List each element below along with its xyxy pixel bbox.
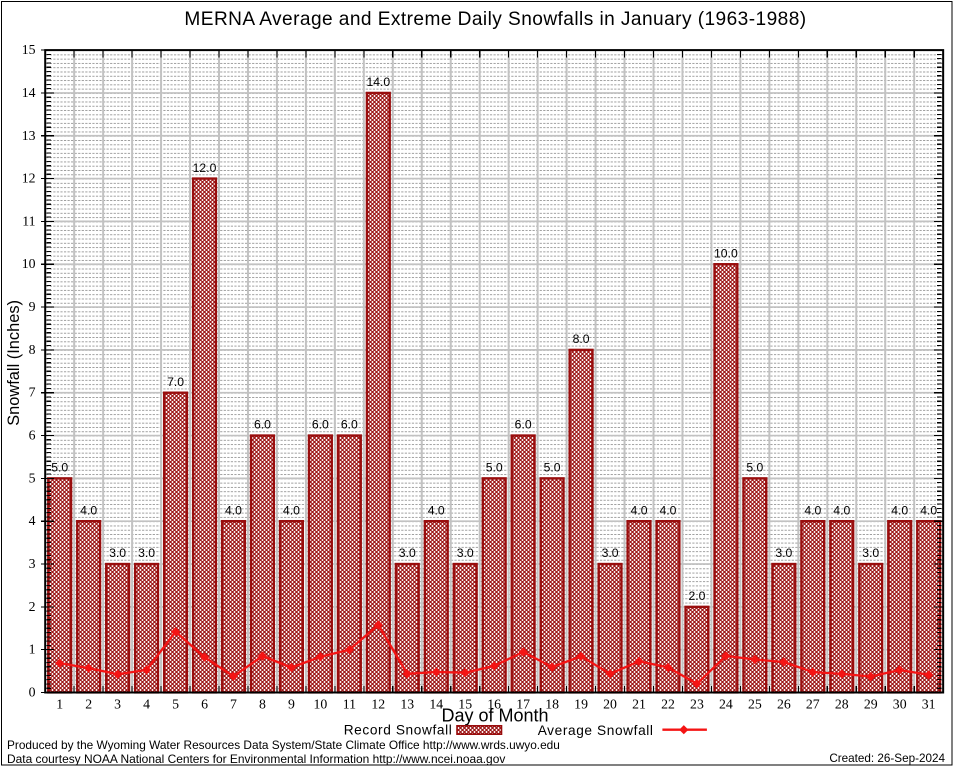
- svg-text:7: 7: [230, 697, 237, 712]
- svg-text:6: 6: [201, 697, 208, 712]
- svg-text:15: 15: [458, 697, 472, 712]
- svg-text:13: 13: [22, 128, 36, 143]
- svg-text:MERNA Average and Extreme Dail: MERNA Average and Extreme Daily Snowfall…: [184, 9, 806, 30]
- svg-text:13: 13: [400, 697, 414, 712]
- svg-text:2: 2: [29, 599, 36, 614]
- svg-text:4.0: 4.0: [428, 503, 445, 517]
- svg-text:9: 9: [288, 697, 295, 712]
- svg-text:2: 2: [85, 697, 92, 712]
- svg-text:4.0: 4.0: [833, 503, 850, 517]
- svg-text:5.0: 5.0: [51, 461, 68, 475]
- svg-text:3.0: 3.0: [602, 546, 619, 560]
- svg-text:17: 17: [516, 697, 530, 712]
- svg-text:5: 5: [172, 697, 179, 712]
- svg-text:3.0: 3.0: [109, 546, 126, 560]
- svg-text:4.0: 4.0: [631, 503, 648, 517]
- svg-text:19: 19: [574, 697, 588, 712]
- svg-text:4.0: 4.0: [660, 503, 677, 517]
- svg-text:12: 12: [22, 171, 36, 186]
- svg-text:3.0: 3.0: [457, 546, 474, 560]
- svg-text:5: 5: [29, 470, 36, 485]
- svg-text:9: 9: [29, 299, 36, 314]
- svg-text:4.0: 4.0: [225, 503, 242, 517]
- svg-text:Snowfall (Inches): Snowfall (Inches): [5, 300, 23, 426]
- svg-text:0: 0: [29, 685, 36, 700]
- svg-text:10.0: 10.0: [714, 246, 738, 260]
- svg-text:26: 26: [777, 697, 791, 712]
- svg-text:Average Snowfall: Average Snowfall: [538, 723, 654, 738]
- svg-text:11: 11: [22, 213, 35, 228]
- svg-text:22: 22: [661, 697, 675, 712]
- svg-text:18: 18: [545, 697, 559, 712]
- svg-text:20: 20: [603, 697, 617, 712]
- svg-text:16: 16: [487, 697, 501, 712]
- svg-text:25: 25: [748, 697, 762, 712]
- svg-text:15: 15: [22, 42, 36, 57]
- svg-text:10: 10: [313, 697, 327, 712]
- svg-text:8: 8: [29, 342, 36, 357]
- svg-text:6.0: 6.0: [312, 418, 329, 432]
- svg-text:5.0: 5.0: [746, 461, 763, 475]
- svg-text:4.0: 4.0: [283, 503, 300, 517]
- svg-text:6: 6: [29, 428, 36, 443]
- svg-text:6.0: 6.0: [341, 418, 358, 432]
- svg-text:14: 14: [429, 697, 443, 712]
- svg-text:3.0: 3.0: [775, 546, 792, 560]
- svg-text:3.0: 3.0: [399, 546, 416, 560]
- svg-text:21: 21: [632, 697, 646, 712]
- svg-text:4.0: 4.0: [80, 503, 97, 517]
- svg-text:27: 27: [806, 697, 820, 712]
- svg-text:31: 31: [922, 697, 936, 712]
- svg-text:12.0: 12.0: [193, 161, 217, 175]
- svg-text:3.0: 3.0: [138, 546, 155, 560]
- svg-text:2.0: 2.0: [688, 589, 705, 603]
- svg-text:4: 4: [143, 697, 150, 712]
- svg-text:8.0: 8.0: [573, 332, 590, 346]
- svg-text:14.0: 14.0: [366, 75, 390, 89]
- svg-text:4.0: 4.0: [804, 503, 821, 517]
- svg-text:14: 14: [22, 85, 36, 100]
- svg-text:3.0: 3.0: [862, 546, 879, 560]
- svg-text:10: 10: [22, 256, 36, 271]
- svg-text:6.0: 6.0: [254, 418, 271, 432]
- svg-text:11: 11: [343, 697, 356, 712]
- svg-text:Produced by the Wyoming Water: Produced by the Wyoming Water Resources …: [7, 738, 560, 752]
- svg-text:28: 28: [835, 697, 849, 712]
- svg-text:4: 4: [29, 513, 36, 528]
- svg-text:5.0: 5.0: [544, 461, 561, 475]
- svg-text:1: 1: [56, 697, 63, 712]
- svg-text:3: 3: [114, 697, 121, 712]
- svg-text:7: 7: [29, 385, 36, 400]
- svg-text:Record Snowfall: Record Snowfall: [344, 723, 453, 738]
- svg-text:29: 29: [864, 697, 878, 712]
- svg-text:24: 24: [719, 697, 733, 712]
- svg-text:4.0: 4.0: [891, 503, 908, 517]
- svg-text:Created: 26-Sep-2024: Created: 26-Sep-2024: [829, 752, 945, 765]
- svg-text:Day of Month: Day of Month: [441, 705, 548, 725]
- svg-text:3: 3: [29, 556, 36, 571]
- svg-text:4.0: 4.0: [920, 503, 937, 517]
- svg-text:Data courtesy NOAA National Ce: Data courtesy NOAA National Centers for …: [7, 752, 505, 766]
- svg-text:23: 23: [690, 697, 704, 712]
- svg-text:5.0: 5.0: [486, 461, 503, 475]
- svg-text:1: 1: [29, 642, 36, 657]
- svg-text:30: 30: [893, 697, 907, 712]
- svg-text:7.0: 7.0: [167, 375, 184, 389]
- svg-text:12: 12: [371, 697, 385, 712]
- svg-text:8: 8: [259, 697, 266, 712]
- svg-text:6.0: 6.0: [515, 418, 532, 432]
